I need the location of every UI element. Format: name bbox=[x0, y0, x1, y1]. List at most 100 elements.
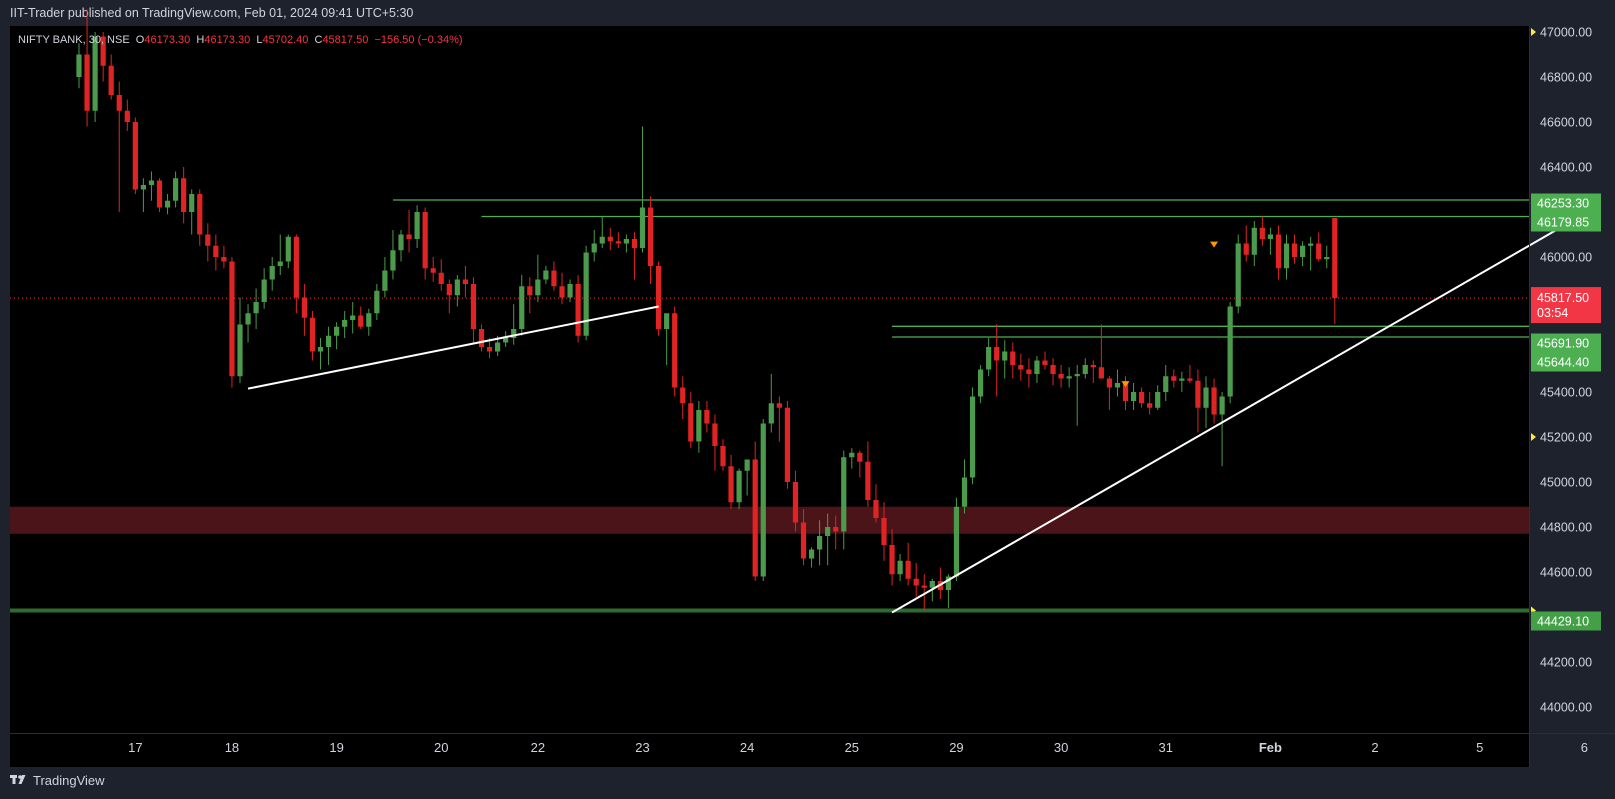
candle-74[interactable] bbox=[672, 306, 678, 397]
symbol-label[interactable]: NIFTY BANK, 30, NSE bbox=[18, 34, 130, 46]
candle-36[interactable] bbox=[366, 308, 372, 336]
candle-126[interactable] bbox=[1090, 360, 1096, 384]
candle-142[interactable] bbox=[1219, 392, 1225, 467]
candle-62[interactable] bbox=[575, 275, 581, 343]
candle-131[interactable] bbox=[1130, 383, 1137, 410]
candle-5[interactable] bbox=[116, 81, 122, 213]
candle-144[interactable] bbox=[1235, 234, 1241, 314]
candle-22[interactable] bbox=[253, 288, 259, 330]
candle-1[interactable] bbox=[84, 9, 90, 127]
candle-76[interactable] bbox=[688, 392, 694, 449]
candle-103[interactable] bbox=[905, 542, 911, 586]
candle-91[interactable] bbox=[808, 547, 815, 568]
candle-47[interactable] bbox=[454, 275, 460, 307]
candle-109[interactable] bbox=[953, 497, 960, 581]
candle-55[interactable] bbox=[519, 275, 525, 336]
candle-11[interactable] bbox=[164, 194, 171, 215]
candle-35[interactable] bbox=[358, 306, 364, 330]
tradingview-brand[interactable]: TradingView bbox=[10, 773, 105, 788]
candle-98[interactable] bbox=[865, 441, 871, 507]
candle-49[interactable] bbox=[470, 277, 477, 343]
candle-102[interactable] bbox=[897, 554, 903, 581]
candle-66[interactable] bbox=[607, 227, 613, 251]
candle-18[interactable] bbox=[221, 245, 227, 269]
candle-29[interactable] bbox=[309, 311, 316, 361]
candle-77[interactable] bbox=[696, 401, 702, 453]
candle-150[interactable] bbox=[1283, 234, 1290, 280]
candle-86[interactable] bbox=[768, 374, 774, 433]
candle-120[interactable] bbox=[1042, 351, 1048, 370]
candle-41[interactable] bbox=[406, 209, 412, 253]
candle-6[interactable] bbox=[124, 99, 130, 132]
candle-140[interactable] bbox=[1203, 376, 1209, 428]
candle-89[interactable] bbox=[792, 470, 799, 532]
candle-88[interactable] bbox=[784, 401, 790, 489]
candle-39[interactable] bbox=[390, 230, 396, 280]
candle-65[interactable] bbox=[599, 216, 605, 249]
candle-20[interactable] bbox=[237, 297, 243, 384]
candle-99[interactable] bbox=[873, 484, 879, 523]
candle-124[interactable] bbox=[1074, 365, 1080, 426]
candle-27[interactable] bbox=[293, 234, 299, 314]
candle-2[interactable] bbox=[92, 32, 98, 122]
candle-64[interactable] bbox=[591, 230, 597, 262]
candle-134[interactable] bbox=[1155, 385, 1161, 410]
candle-25[interactable] bbox=[277, 234, 283, 276]
candle-16[interactable] bbox=[205, 223, 211, 262]
candle-92[interactable] bbox=[817, 520, 823, 566]
candle-93[interactable] bbox=[825, 513, 831, 566]
candle-155[interactable] bbox=[1324, 245, 1330, 269]
candle-117[interactable] bbox=[1018, 353, 1024, 381]
candle-97[interactable] bbox=[857, 450, 863, 478]
candle-10[interactable] bbox=[156, 178, 163, 212]
candle-14[interactable] bbox=[189, 189, 195, 235]
candle-57[interactable] bbox=[535, 254, 541, 302]
candle-30[interactable] bbox=[317, 338, 324, 370]
candle-42[interactable] bbox=[414, 205, 420, 248]
candle-87[interactable] bbox=[776, 396, 782, 442]
candle-101[interactable] bbox=[889, 529, 895, 586]
candle-96[interactable] bbox=[849, 448, 855, 469]
candle-115[interactable] bbox=[1002, 340, 1008, 379]
candle-31[interactable] bbox=[325, 326, 332, 365]
candle-43[interactable] bbox=[422, 207, 428, 280]
time-axis[interactable]: 17 18 19 20 22 23 24 25 29 30 31 Feb 2 5 6 bbox=[128, 740, 1588, 755]
candle-135[interactable] bbox=[1163, 365, 1169, 401]
candle-121[interactable] bbox=[1050, 358, 1056, 386]
candle-132[interactable] bbox=[1139, 387, 1145, 408]
candle-84[interactable] bbox=[752, 441, 758, 582]
candle-69[interactable] bbox=[631, 232, 638, 280]
candle-58[interactable] bbox=[543, 266, 549, 284]
candle-146[interactable] bbox=[1251, 221, 1257, 266]
candle-123[interactable] bbox=[1066, 367, 1072, 388]
candle-105[interactable] bbox=[921, 574, 927, 611]
candle-45[interactable] bbox=[438, 259, 444, 291]
candle-53[interactable] bbox=[503, 331, 509, 347]
candle-71[interactable] bbox=[647, 196, 654, 284]
candle-19[interactable] bbox=[229, 257, 235, 388]
candle-149[interactable] bbox=[1275, 225, 1282, 280]
candle-13[interactable] bbox=[181, 167, 187, 224]
candle-95[interactable] bbox=[841, 450, 847, 550]
candle-23[interactable] bbox=[261, 268, 267, 309]
candle-137[interactable] bbox=[1179, 371, 1185, 392]
candle-21[interactable] bbox=[245, 304, 251, 343]
candle-63[interactable] bbox=[583, 245, 589, 341]
trendline-0[interactable] bbox=[247, 305, 659, 390]
candle-67[interactable] bbox=[615, 232, 621, 248]
candle-127[interactable] bbox=[1098, 324, 1104, 379]
candle-78[interactable] bbox=[704, 401, 710, 433]
candle-73[interactable] bbox=[664, 313, 670, 365]
candle-85[interactable] bbox=[760, 419, 766, 581]
candle-147[interactable] bbox=[1259, 216, 1265, 246]
candle-3[interactable] bbox=[100, 32, 106, 82]
candle-15[interactable] bbox=[197, 189, 203, 246]
candle-60[interactable] bbox=[559, 272, 565, 305]
candle-119[interactable] bbox=[1034, 356, 1040, 383]
candle-4[interactable] bbox=[108, 54, 114, 100]
candle-8[interactable] bbox=[140, 178, 146, 212]
candle-17[interactable] bbox=[213, 234, 219, 271]
candle-104[interactable] bbox=[913, 563, 919, 597]
candle-113[interactable] bbox=[986, 338, 992, 377]
